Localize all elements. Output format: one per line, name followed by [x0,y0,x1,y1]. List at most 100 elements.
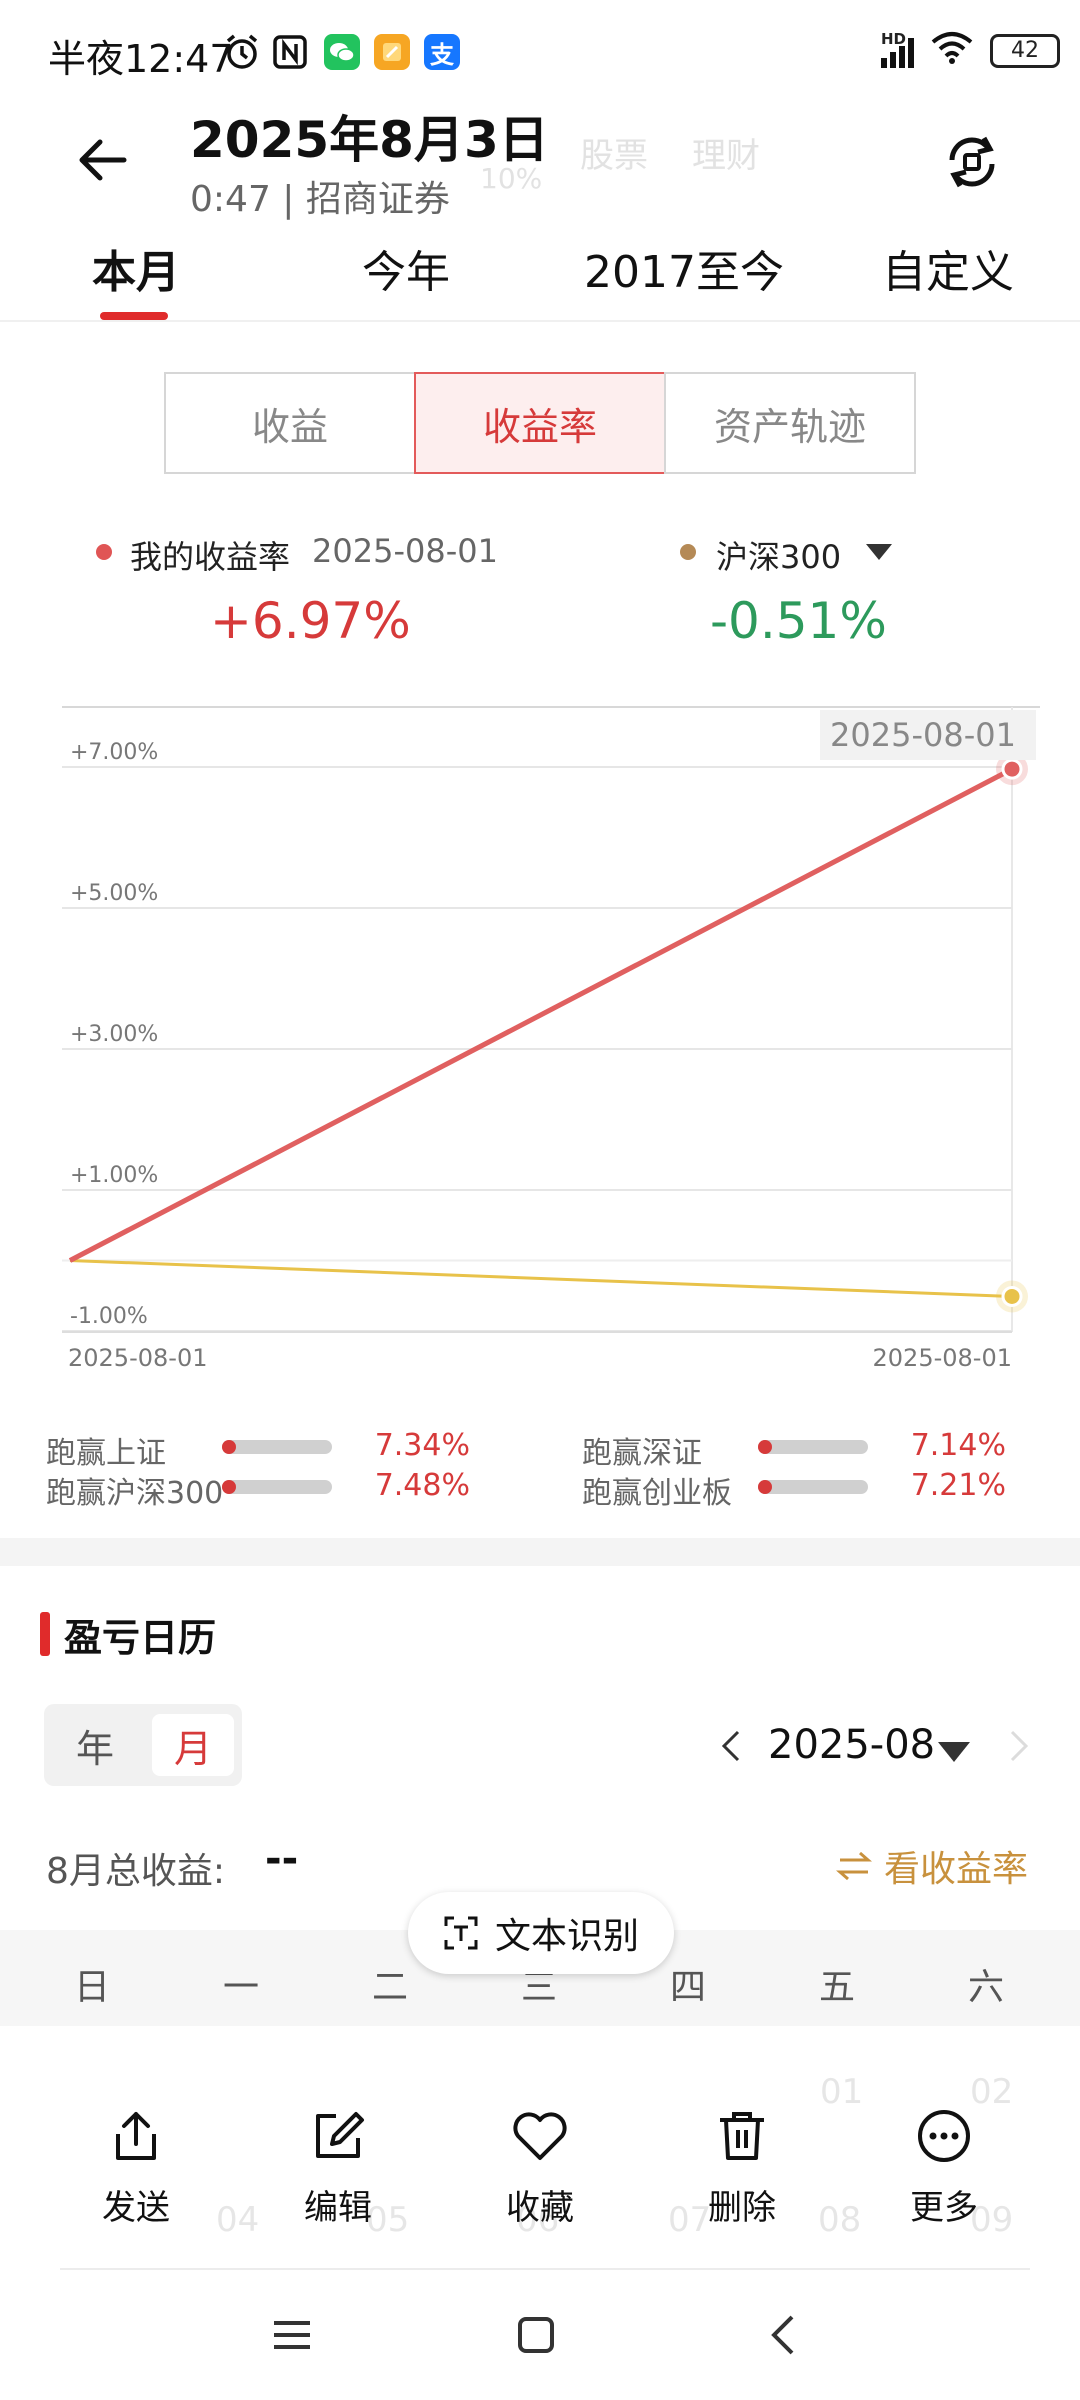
wechat-icon [324,34,360,70]
cmp-value-hs300: 7.48% [374,1468,470,1503]
series-line [68,766,1014,1263]
y-tick-label: -1.00% [70,1304,148,1329]
y-tick-label: +7.00% [70,740,158,765]
menu-icon [274,2321,310,2349]
ghost-text: 10% [480,162,543,195]
divider [0,320,1080,322]
legend-date: 2025-08-01 [312,532,498,570]
favorite-label: 收藏 [506,2188,574,2228]
return-chart: +7.00% +5.00% +3.00% +1.00% -1.00% 2025-08-01… [62,706,1040,1372]
refresh-icon [949,136,995,188]
toggle-month[interactable]: 月 [152,1714,234,1776]
cmp-label-sz: 跑赢深证 [582,1436,702,1471]
delete-label: 删除 [708,2188,776,2228]
page-title: 2025年8月3日 [190,111,549,169]
bottom-divider [60,2268,1030,2270]
weekday-mon: 一 [222,1967,259,2008]
weekday-tue: 二 [371,1967,408,2008]
tab-since-2017[interactable]: 2017至今 [584,247,784,298]
benchmark-selector[interactable]: 沪深300 [716,538,842,576]
cmp-value-sh: 7.34% [374,1428,470,1463]
chevron-back-icon [771,2315,794,2355]
cmp-label-cyb: 跑赢创业板 [582,1476,732,1511]
calendar-day[interactable]: 07 [668,2200,712,2240]
tab-this-year[interactable]: 今年 [362,247,450,298]
network-type: HD [881,29,907,48]
weekday-thu: 四 [669,1967,706,2008]
tab-this-month[interactable]: 本月 [92,247,180,298]
y-tick-label: +3.00% [70,1022,158,1047]
data-point [1001,758,1023,780]
signal-icon: HD [881,30,914,68]
alipay-icon: 支 [424,34,460,70]
menu-nav-button[interactable] [262,2305,322,2365]
status-time: 半夜12:47 [48,37,234,81]
home-nav-button[interactable] [506,2305,566,2365]
view-return-rate-link[interactable]: 看收益率 [836,1840,1028,1892]
ghost-tab-wealth: 理财 [692,136,760,176]
data-point [1001,1285,1023,1307]
tab-indicator [100,312,168,320]
calendar-day[interactable]: 06 [516,2200,560,2240]
my-return-value: +6.97% [210,592,411,650]
edit-icon [316,2112,364,2158]
calendar-day[interactable]: 01 [820,2072,864,2112]
x-tick-label: 2025-08-01 [873,1344,1012,1372]
ghost-tab-stocks: 股票 [580,136,648,176]
caret-down-icon[interactable] [866,544,892,560]
weekday-sun: 日 [73,1967,110,2008]
cmp-label-hs300: 跑赢沪深300 [46,1476,224,1511]
y-tick-label: +5.00% [70,881,158,906]
battery-level: 42 [1011,38,1039,63]
edit-button[interactable]: 编辑 [278,2108,398,2229]
legend-dot-benchmark [680,544,696,560]
calendar-day[interactable]: 09 [970,2200,1014,2240]
back-nav-button[interactable] [754,2305,814,2365]
status-right: HD 42 [881,30,1060,71]
tooltip-date: 2025-08-01 [830,716,1016,754]
caret-down-icon-month[interactable] [938,1742,970,1762]
month-total-label: 8月总收益: [46,1851,226,1892]
weekday-sat: 六 [967,1967,1004,2008]
chevron-right-icon[interactable] [1004,1726,1034,1770]
text-recognition-button[interactable]: 文本识别 [408,1892,674,1974]
status-bar: 半夜12:47 支 HD 42 [0,0,1080,100]
calendar-title: 盈亏日历 [64,1616,217,1660]
segment-asset-track[interactable]: 资产轨迹 [664,372,916,474]
alarm-icon [222,32,262,72]
cmp-value-cyb: 7.21% [910,1468,1006,1503]
series-line [69,1259,1013,1298]
delete-button[interactable]: 删除 [682,2108,802,2229]
refresh-button[interactable] [940,130,1004,194]
tab-custom[interactable]: 自定义 [882,247,1014,298]
month-selector[interactable]: 2025-08 [768,1722,936,1768]
more-button[interactable]: 更多 [884,2108,1004,2229]
battery-indicator: 42 [990,33,1060,68]
scan-text-icon [444,1916,478,1950]
y-tick-label: +1.00% [70,1163,158,1188]
calendar-day[interactable]: 02 [970,2072,1014,2112]
page-subtitle: 0:47 | 招商证券 [190,179,450,220]
segment-profit[interactable]: 收益 [164,372,416,474]
chevron-left-icon[interactable] [716,1726,746,1770]
toggle-year[interactable]: 年 [75,1726,114,1771]
calendar-day[interactable]: 08 [818,2200,862,2240]
cmp-value-sz: 7.14% [910,1428,1006,1463]
back-button[interactable] [70,120,150,200]
heart-icon [513,2112,567,2160]
favorite-button[interactable]: 收藏 [480,2108,600,2229]
legend-label-mine: 我的收益率 [130,538,291,576]
text-recognition-label: 文本识别 [494,1916,639,1957]
square-home-icon [518,2317,554,2353]
segment-return-rate[interactable]: 收益率 [414,372,666,474]
cmp-bar-hs300 [222,1480,332,1494]
calendar-day[interactable]: 04 [216,2200,260,2240]
swap-icon [836,1851,872,1881]
section-gap [0,1538,1080,1566]
send-label: 发送 [102,2188,170,2228]
benchmark-return-value: -0.51% [710,592,887,650]
wifi-icon [930,30,974,71]
send-button[interactable]: 发送 [76,2108,196,2229]
weekday-fri: 五 [818,1967,855,2008]
calendar-day[interactable]: 05 [366,2200,410,2240]
